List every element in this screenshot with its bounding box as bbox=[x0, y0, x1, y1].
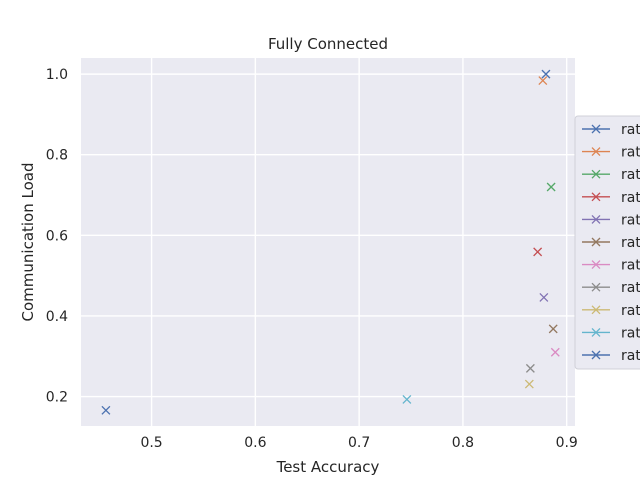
legend-label: rat bbox=[621, 212, 640, 228]
legend-marker bbox=[591, 282, 601, 292]
y-tick-label: 0.6 bbox=[46, 228, 68, 244]
chart-title: Fully Connected bbox=[268, 35, 388, 53]
y-tick-label: 0.2 bbox=[46, 390, 68, 406]
data-point bbox=[101, 405, 111, 415]
legend-item: rat bbox=[582, 122, 640, 138]
x-tick-label: 0.8 bbox=[452, 435, 474, 451]
legend-marker bbox=[591, 350, 601, 360]
y-axis-title: Communication Load bbox=[19, 163, 37, 322]
legend-marker bbox=[591, 124, 601, 134]
legend-label: rat bbox=[621, 348, 640, 364]
data-point bbox=[402, 394, 412, 404]
legend-marker bbox=[591, 169, 601, 179]
legend-item: rat bbox=[582, 325, 640, 341]
legend-label: rat bbox=[621, 122, 640, 138]
data-point bbox=[550, 347, 560, 357]
legend-item: rat bbox=[582, 280, 640, 296]
legend-marker bbox=[591, 147, 601, 157]
legend-marker bbox=[591, 192, 601, 202]
legend-item: rat bbox=[582, 190, 640, 206]
plot-background bbox=[81, 58, 575, 426]
legend-item: rat bbox=[582, 258, 640, 274]
legend-label: rat bbox=[621, 303, 640, 319]
data-point bbox=[538, 76, 548, 86]
legend-label: rat bbox=[621, 280, 640, 296]
data-points bbox=[101, 69, 560, 415]
data-point bbox=[539, 292, 549, 302]
data-point bbox=[541, 69, 551, 79]
y-tick-label: 1.0 bbox=[46, 67, 68, 83]
data-point bbox=[546, 182, 556, 192]
legend-item: rat bbox=[582, 235, 640, 251]
legend-marker bbox=[591, 260, 601, 270]
x-tick-label: 0.5 bbox=[140, 435, 162, 451]
legend-item: rat bbox=[582, 145, 640, 161]
x-axis-title: Test Accuracy bbox=[276, 458, 380, 476]
legend-item: rat bbox=[582, 348, 640, 364]
data-point bbox=[533, 247, 543, 257]
legend-label: rat bbox=[621, 190, 640, 206]
legend-label: rat bbox=[621, 235, 640, 251]
data-point bbox=[548, 324, 558, 334]
legend-item: rat bbox=[582, 303, 640, 319]
legend-marker bbox=[591, 327, 601, 337]
legend-label: rat bbox=[621, 325, 640, 341]
legend-marker bbox=[591, 214, 601, 224]
x-tick-label: 0.7 bbox=[348, 435, 370, 451]
x-tick-label: 0.9 bbox=[556, 435, 578, 451]
x-tick-label: 0.6 bbox=[244, 435, 266, 451]
grid-lines bbox=[81, 58, 575, 426]
legend-item: rat bbox=[582, 167, 640, 183]
legend-label: rat bbox=[621, 258, 640, 274]
legend-item: rat bbox=[582, 212, 640, 228]
legend-marker bbox=[591, 305, 601, 315]
y-tick-label: 0.8 bbox=[46, 148, 68, 164]
legend-label: rat bbox=[621, 145, 640, 161]
legend: rat rat rat rat rat rat rat rat rat rat rat bbox=[574, 115, 640, 370]
tick-labels: 0.5 0.6 0.7 0.8 0.9 0.2 0.4 0.6 0.8 1.0 bbox=[46, 67, 578, 451]
data-point bbox=[525, 363, 535, 373]
data-point bbox=[524, 379, 534, 389]
y-tick-label: 0.4 bbox=[46, 309, 68, 325]
legend-label: rat bbox=[621, 167, 640, 183]
legend-marker bbox=[591, 237, 601, 247]
